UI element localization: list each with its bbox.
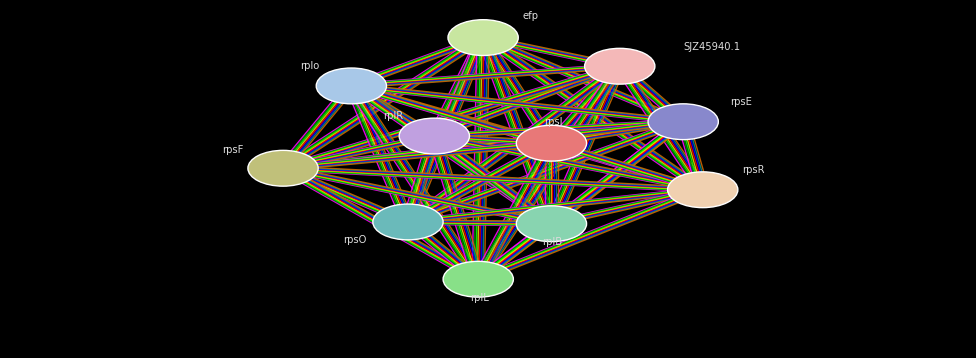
Text: efp: efp	[522, 11, 538, 21]
Text: SJZ45940.1: SJZ45940.1	[683, 42, 741, 52]
Text: rpsO: rpsO	[344, 235, 367, 245]
Text: rpsF: rpsF	[223, 145, 244, 155]
Ellipse shape	[516, 206, 587, 242]
Text: rpsJ: rpsJ	[545, 117, 563, 127]
Text: rpsE: rpsE	[730, 97, 752, 107]
Ellipse shape	[399, 118, 469, 154]
Ellipse shape	[668, 172, 738, 208]
Ellipse shape	[448, 20, 518, 55]
Ellipse shape	[248, 150, 318, 186]
Ellipse shape	[585, 48, 655, 84]
Ellipse shape	[373, 204, 443, 240]
Ellipse shape	[443, 261, 513, 297]
Text: rpsR: rpsR	[742, 165, 764, 175]
Ellipse shape	[316, 68, 386, 104]
Text: rplL: rplL	[470, 293, 489, 303]
Ellipse shape	[648, 104, 718, 140]
Text: rplB: rplB	[542, 237, 562, 247]
Text: rplo: rplo	[301, 61, 320, 71]
Text: rplR: rplR	[384, 111, 404, 121]
Ellipse shape	[516, 125, 587, 161]
